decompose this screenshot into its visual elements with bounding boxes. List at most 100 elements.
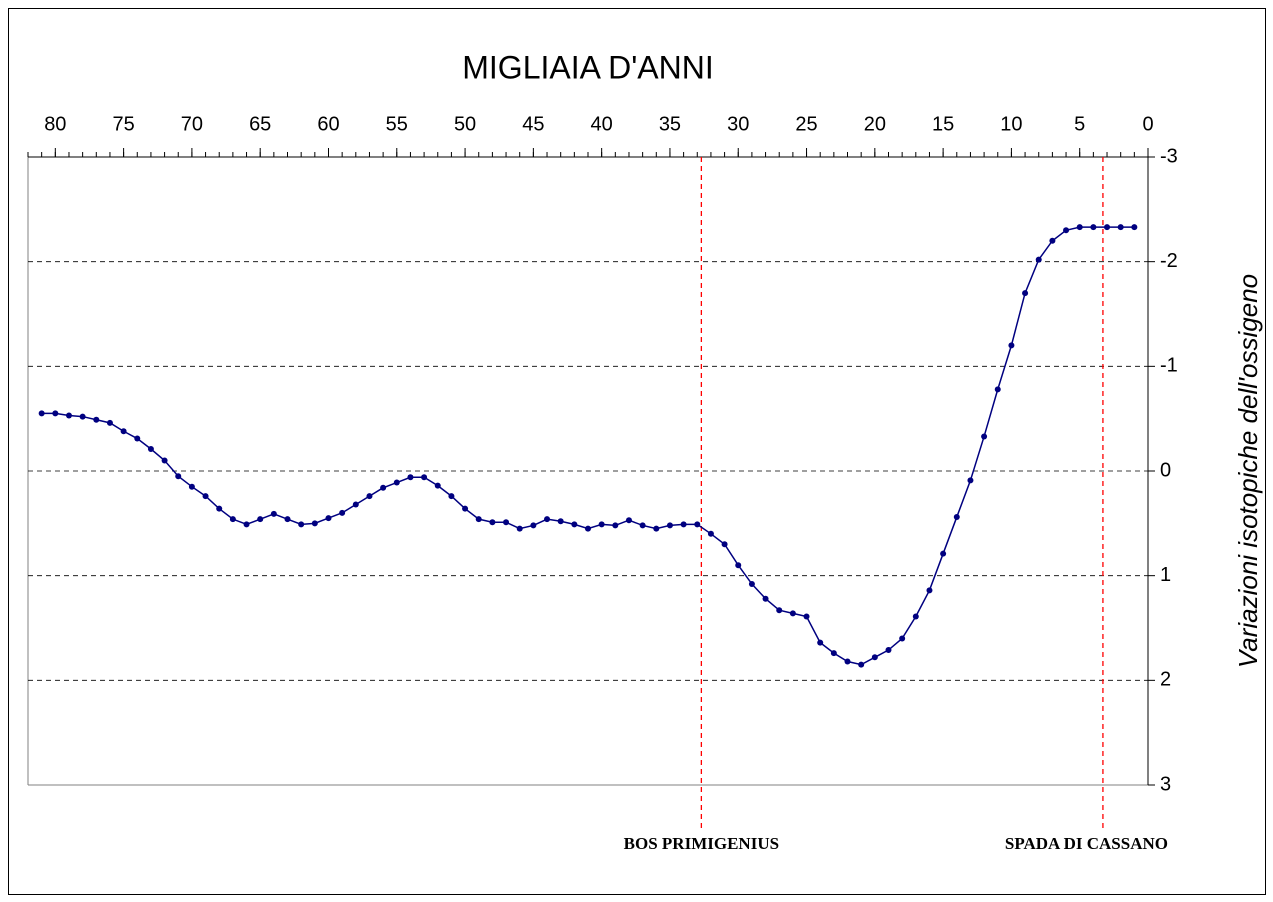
data-point [52, 410, 59, 417]
data-point [844, 658, 851, 665]
x-tick-label: 80 [44, 113, 66, 135]
y-tick-label: 1 [1160, 564, 1171, 586]
data-point [216, 505, 223, 512]
x-tick-label: 10 [1000, 113, 1022, 135]
data-point [325, 515, 332, 522]
data-point [585, 525, 591, 532]
data-point [229, 516, 236, 523]
data-point [380, 484, 387, 491]
data-point [93, 416, 100, 423]
data-point [147, 446, 154, 453]
y-tick-label: 2 [1160, 669, 1171, 691]
y-tick-label: 3 [1160, 773, 1171, 795]
x-tick-label: 60 [317, 113, 339, 135]
x-tick-label: 0 [1142, 113, 1153, 135]
data-point [475, 516, 482, 523]
chart-border [8, 8, 1266, 895]
data-point [1131, 224, 1138, 231]
data-point [721, 541, 728, 548]
data-point [994, 386, 1001, 393]
data-point [298, 521, 305, 528]
data-point [1076, 224, 1083, 231]
data-point [625, 517, 632, 524]
data-point [748, 581, 755, 588]
data-point [38, 410, 45, 417]
x-tick-label: 5 [1074, 113, 1085, 135]
data-point [434, 482, 441, 489]
data-point [707, 530, 714, 537]
data-point [1104, 224, 1111, 231]
annotation-label: SPADA DI CASSANO [1005, 834, 1168, 853]
x-tick-label: 20 [864, 113, 886, 135]
data-point [120, 428, 127, 435]
data-point [639, 522, 646, 529]
y-tick-label: -3 [1160, 145, 1178, 167]
data-point [817, 639, 824, 646]
data-point [871, 654, 878, 661]
data-point [106, 419, 113, 426]
data-point [789, 610, 796, 617]
data-point [940, 550, 947, 557]
data-point [530, 522, 537, 529]
data-point [735, 562, 742, 569]
data-point [776, 607, 783, 614]
data-point [161, 457, 168, 464]
data-point [926, 587, 933, 594]
data-point [503, 519, 510, 526]
data-point [421, 474, 428, 481]
x-tick-label: 50 [454, 113, 476, 135]
data-point [407, 474, 414, 481]
data-point [1035, 256, 1042, 263]
data-point [830, 650, 837, 657]
annotation-label: BOS PRIMIGENIUS [624, 834, 779, 853]
data-point [175, 473, 182, 480]
data-point [188, 483, 195, 490]
data-point [653, 525, 660, 532]
data-point [1022, 290, 1029, 297]
x-tick-label: 15 [932, 113, 954, 135]
data-point [352, 501, 359, 508]
x-tick-label: 25 [795, 113, 817, 135]
data-point [680, 521, 687, 528]
data-point [1090, 224, 1097, 231]
data-point [462, 505, 469, 512]
x-tick-label: 30 [727, 113, 749, 135]
x-tick-label: 75 [112, 113, 134, 135]
data-point [134, 435, 141, 442]
data-point [311, 520, 318, 527]
x-tick-label: 65 [249, 113, 271, 135]
data-point [1008, 342, 1015, 349]
data-point [1117, 224, 1124, 231]
data-point [899, 635, 906, 642]
data-point [284, 516, 291, 523]
data-point [612, 522, 619, 529]
y-tick-label: 0 [1160, 459, 1171, 481]
data-point [65, 412, 72, 419]
data-point [79, 413, 86, 420]
data-point [912, 613, 919, 620]
data-point [257, 516, 264, 523]
data-point [885, 646, 892, 653]
data-point [803, 613, 810, 620]
data-point [544, 516, 551, 523]
data-point [967, 477, 974, 484]
data-point [393, 479, 400, 486]
data-point [270, 510, 277, 517]
data-point [243, 521, 250, 528]
data-point [981, 433, 988, 440]
data-point [858, 661, 865, 668]
data-point [953, 514, 960, 521]
data-line [41, 226, 1135, 666]
chart-title: MIGLIAIA D'ANNI [462, 49, 714, 85]
y-tick-label: -1 [1160, 355, 1178, 377]
data-point [1063, 227, 1070, 234]
x-tick-label: 40 [591, 113, 613, 135]
data-point [339, 509, 346, 516]
data-point [516, 525, 523, 532]
y-tick-label: -2 [1160, 250, 1178, 272]
y-axis-label: Variazioni isotopiche dell'ossigeno [1233, 274, 1263, 668]
data-point [598, 521, 605, 528]
data-point [489, 519, 496, 526]
x-tick-label: 35 [659, 113, 681, 135]
